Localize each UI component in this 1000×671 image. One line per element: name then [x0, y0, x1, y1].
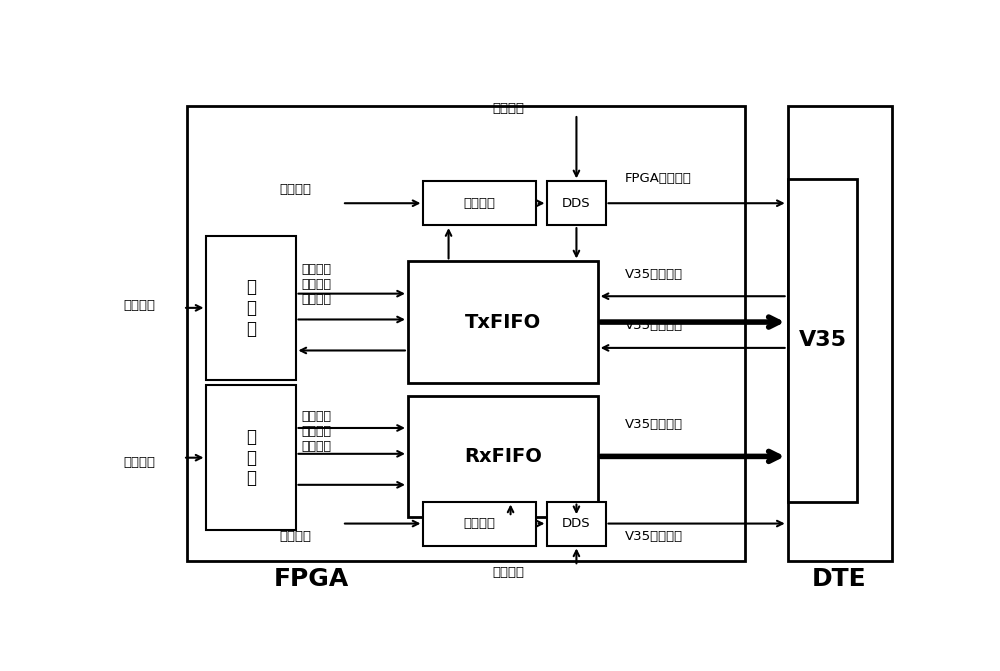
Text: FPGA发送时钟: FPGA发送时钟 — [625, 172, 692, 185]
Text: 调制时钟
发送数据
发送使能: 调制时钟 发送数据 发送使能 — [302, 263, 332, 306]
Text: DTE: DTE — [812, 567, 867, 591]
Text: V35发送数据: V35发送数据 — [625, 268, 683, 280]
Bar — [788, 106, 892, 561]
Text: 时钟控制: 时钟控制 — [464, 517, 496, 530]
Bar — [547, 502, 606, 546]
Text: 时钟控制: 时钟控制 — [464, 197, 496, 210]
Text: V35: V35 — [798, 330, 846, 350]
Bar — [547, 181, 606, 225]
Text: 符号速率: 符号速率 — [123, 299, 155, 312]
Text: 符号速率: 符号速率 — [280, 183, 312, 195]
Text: 符号速率: 符号速率 — [280, 529, 312, 543]
Bar — [423, 181, 536, 225]
Text: V35接收数据: V35接收数据 — [625, 417, 683, 431]
Bar — [788, 178, 857, 502]
Text: V35发送时钟: V35发送时钟 — [625, 319, 683, 332]
Text: DDS: DDS — [562, 517, 591, 530]
Text: 符号速率: 符号速率 — [123, 456, 155, 469]
Text: V35接收时钟: V35接收时钟 — [625, 529, 683, 543]
Text: 解
调
器: 解 调 器 — [246, 428, 256, 488]
Text: 调
制
器: 调 制 器 — [246, 278, 256, 338]
Bar — [423, 502, 536, 546]
Text: 内部时钟: 内部时钟 — [493, 103, 525, 115]
Bar — [408, 262, 598, 382]
Bar — [187, 106, 745, 561]
Text: FPGA: FPGA — [273, 567, 349, 591]
Text: RxFIFO: RxFIFO — [464, 447, 542, 466]
Text: 解调时钟
解调数据
解调使能: 解调时钟 解调数据 解调使能 — [302, 411, 332, 454]
Text: DDS: DDS — [562, 197, 591, 210]
Bar — [408, 396, 598, 517]
Text: TxFIFO: TxFIFO — [465, 313, 541, 331]
Bar — [206, 236, 296, 380]
Bar — [206, 385, 296, 530]
Text: 内部时钟: 内部时钟 — [493, 566, 525, 579]
